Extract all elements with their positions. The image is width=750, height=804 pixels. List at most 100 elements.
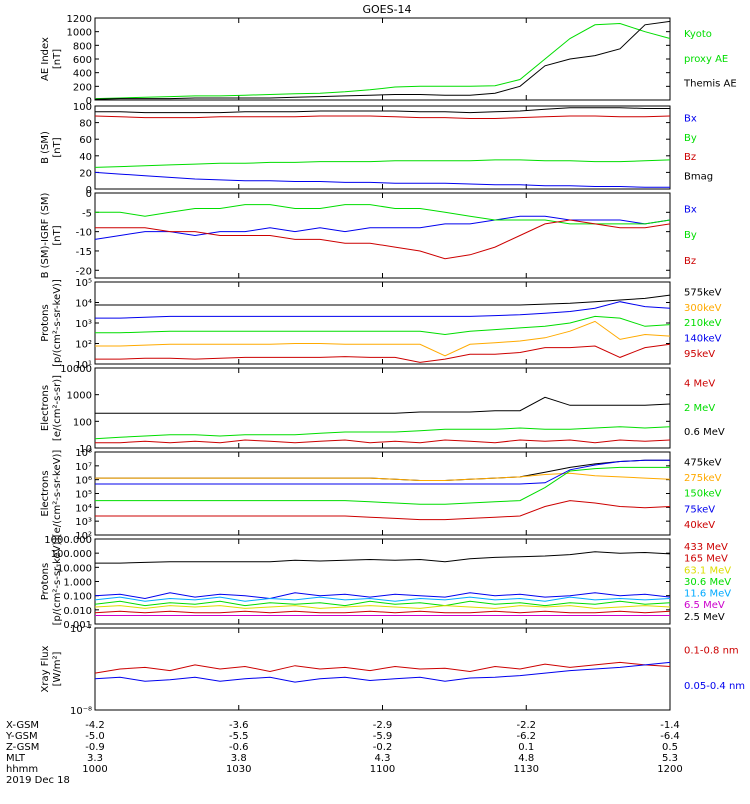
panel-3: -20 -15 -10 -5 0 B (SM)-IGRF (SM) [nT] Bx By Bz	[40, 189, 697, 279]
panel-frame	[94, 451, 671, 536]
plot-date: 2019 Dec 18	[6, 775, 70, 786]
y-axis-label: [nT]	[52, 137, 63, 157]
y-axis-label: [p/(cm²-s-sr-keV)]	[52, 279, 63, 367]
y-axis-label: B (SM)-IGRF (SM)	[40, 193, 51, 279]
y-axis-label: Electrons	[40, 385, 51, 431]
y-tick-label: 1000	[67, 28, 92, 39]
series-line-by	[94, 159, 671, 168]
y-axis-label: [p/(cm²-s-sr-keV)]	[52, 538, 63, 626]
panel-4: 10¹ 10² 10³ 10⁴ 10⁵ Protons [p/(cm²-s-sr-keV)]…	[40, 278, 722, 371]
ephemeris-value: 3.3	[87, 753, 103, 764]
y-tick-label: 100.000	[51, 549, 92, 560]
series-line-95kev	[95, 343, 671, 363]
ephemeris-label: hhmm	[6, 764, 38, 775]
panel-6: 10² 10³ 10⁴ 10⁵ 10⁶ 10⁷ 10⁸ Electrons [e/(cm²-s-…	[40, 448, 722, 542]
y-axis-label: Protons	[40, 563, 51, 600]
legend-label: Kyoto	[684, 29, 712, 40]
legend-label: 11.6 MeV	[684, 589, 731, 600]
panel-frame	[94, 281, 671, 365]
series-line-75kev	[95, 459, 670, 485]
ephemeris-label: X-GSM	[6, 720, 39, 731]
ephemeris-value: -6.4	[660, 731, 680, 742]
legend-label: Bz	[684, 152, 696, 163]
ephemeris-value: -4.2	[85, 720, 105, 731]
legend-label: 0.6 MeV	[684, 427, 725, 438]
legend-label: 40keV	[684, 520, 715, 531]
series-line-0-6-mev	[95, 396, 671, 414]
series-line-40kev	[95, 500, 671, 521]
ephemeris-value: 1130	[514, 764, 539, 775]
legend-label: 165 MeV	[684, 554, 728, 565]
y-tick-label: 800	[73, 41, 92, 52]
ephemeris-value: -1.4	[660, 720, 680, 731]
y-tick-label: 80	[79, 119, 92, 130]
panel-frame	[94, 105, 671, 190]
y-tick-label: -5	[82, 208, 92, 219]
panel-frame	[94, 17, 671, 101]
series-line-300kev	[95, 320, 671, 357]
y-axis-label: Xray Flux	[40, 645, 51, 692]
y-tick-label: 0.010	[63, 606, 92, 617]
legend-label: 30.6 MeV	[684, 577, 731, 588]
series-line-kyoto	[94, 22, 671, 100]
panel-frame	[94, 538, 671, 625]
panel-2: 0 20 40 60 80 100 B (SM) [nT] Bx By Bz Bmag	[40, 102, 713, 196]
y-tick-label: 400	[73, 69, 92, 80]
series-line-165-mev	[94, 610, 671, 614]
series-line-475kev	[95, 459, 670, 481]
ephemeris-value: 1100	[370, 764, 395, 775]
y-tick-label: 1000	[67, 391, 92, 402]
y-tick-label: 200	[73, 82, 92, 93]
ephemeris-label: Y-GSM	[5, 731, 38, 742]
y-tick-label: 10⁸	[75, 448, 92, 459]
legend-label: 210keV	[684, 318, 722, 329]
legend-label: Themis AE	[683, 79, 737, 90]
y-tick-label: 1.000	[63, 578, 92, 589]
legend-label: 95keV	[684, 349, 715, 360]
y-tick-label: 10³	[75, 517, 92, 528]
series-line-0-1-0-8-nm	[94, 661, 671, 674]
ephemeris-value: -0.9	[85, 742, 105, 753]
legend-label: 2 MeV	[684, 403, 715, 414]
y-tick-label: 10⁴	[75, 299, 92, 310]
ephemeris-value: 1000	[82, 764, 107, 775]
panel-5: 10 100 1000 10000 Electrons [e/(cm²-s-sr)] 4 M…	[40, 364, 725, 455]
series-line-bz	[95, 219, 671, 260]
legend-label: proxy AE	[684, 54, 728, 65]
panel-frame	[94, 367, 671, 449]
y-tick-label: 10⁴	[75, 503, 92, 514]
series-line-11-6-mev	[94, 596, 671, 602]
panel-8: 10⁻⁸ 10⁻⁷ Xray Flux [W/m²] 0.1-0.8 nm 0.05-0.…	[40, 624, 745, 717]
ephemeris-value: -5.9	[373, 731, 393, 742]
legend-label: Bx	[684, 204, 697, 215]
y-tick-label: -10	[76, 228, 92, 239]
y-tick-label: 600	[73, 55, 92, 66]
legend-label: By	[684, 230, 697, 241]
series-line-bz	[94, 115, 671, 119]
y-tick-label: 0.100	[63, 592, 92, 603]
ephemeris-value: 0.5	[662, 742, 678, 753]
legend-label: 475keV	[684, 457, 722, 468]
y-tick-label: 1000.000	[44, 535, 92, 546]
y-tick-label: 10	[79, 444, 92, 455]
series-line-bmag	[95, 107, 670, 114]
legend-label: 433 MeV	[684, 542, 728, 553]
y-axis-label: [nT]	[52, 49, 63, 69]
legend-label: 63.1 MeV	[684, 565, 731, 576]
ephemeris-value: -3.6	[229, 720, 249, 731]
series-line-2-5-mev	[95, 551, 671, 564]
series-line-140kev	[95, 301, 671, 319]
series-line-by	[95, 204, 671, 225]
series-line-6-5-mev	[94, 592, 671, 600]
legend-label: 275keV	[684, 473, 722, 484]
y-tick-label: 100	[73, 102, 92, 113]
y-tick-label: 0.001	[63, 620, 92, 631]
ephemeris-value: -6.2	[516, 731, 536, 742]
y-tick-label: 10²	[75, 531, 92, 542]
ephemeris-value: -2.9	[373, 720, 393, 731]
y-tick-label: 40	[79, 152, 92, 163]
y-tick-label: 10⁻⁷	[70, 624, 92, 635]
legend-label: Bz	[684, 256, 696, 267]
ephemeris-value: 1200	[657, 764, 682, 775]
series-line-4-mev	[95, 439, 671, 444]
